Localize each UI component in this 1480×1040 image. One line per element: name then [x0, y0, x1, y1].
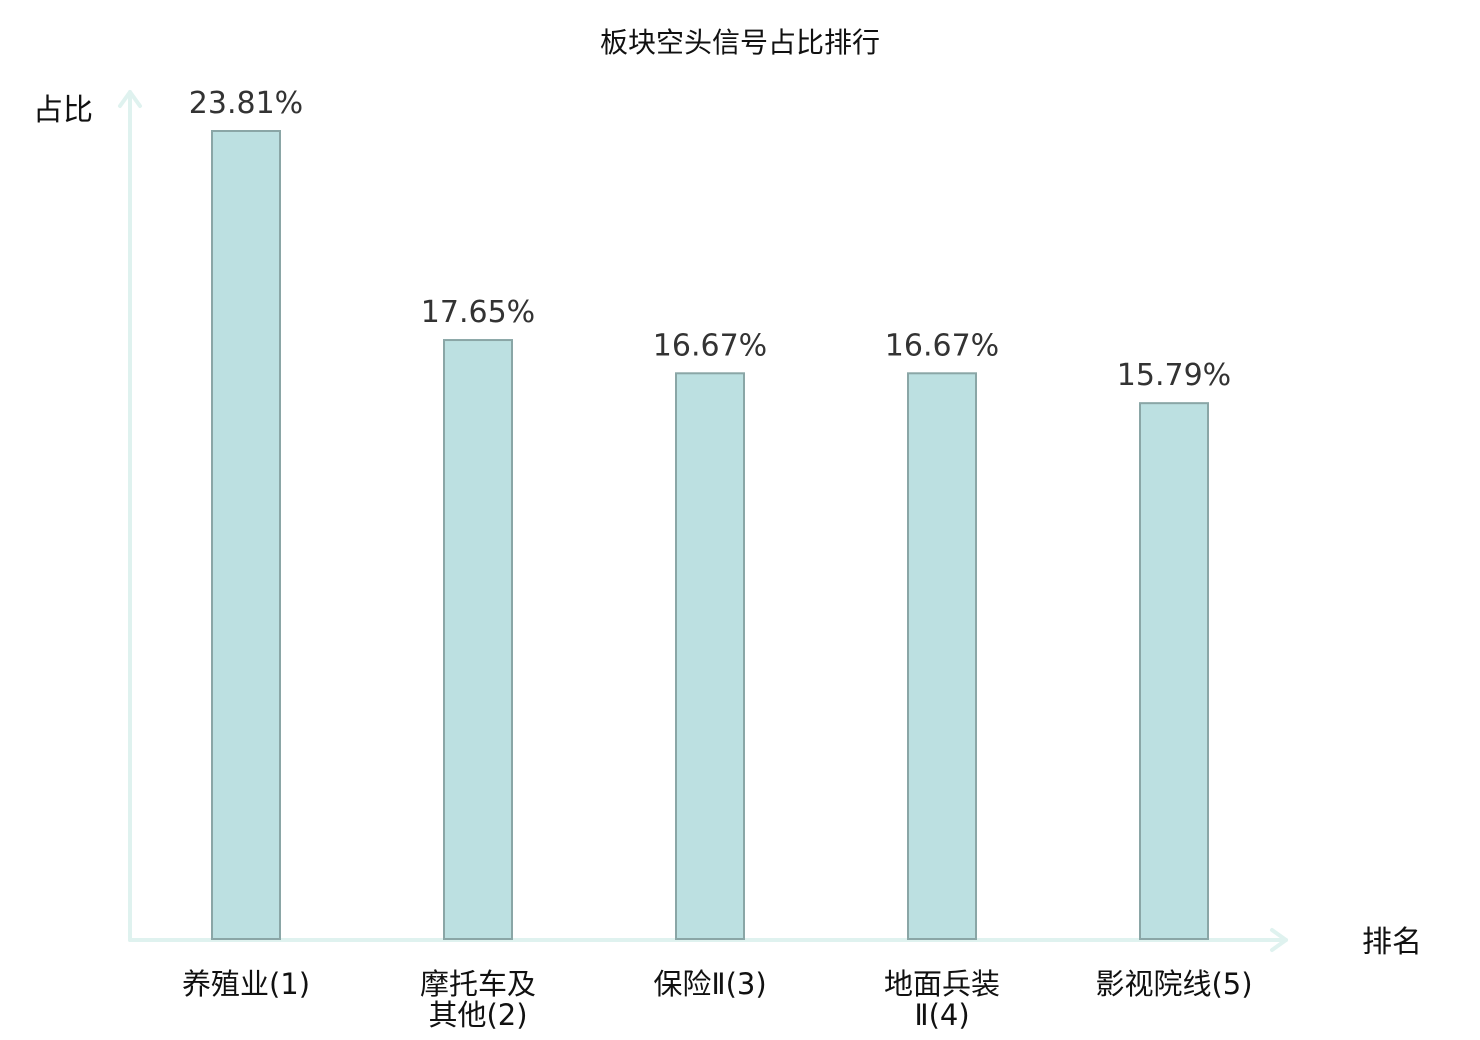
- category-label-4-line-2: Ⅱ(4): [914, 998, 969, 1032]
- y-axis: [118, 90, 142, 942]
- bar-1: [211, 130, 281, 940]
- category-label-4-line-1: 地面兵装: [884, 967, 1000, 1001]
- x-axis-label: 排名: [1362, 925, 1422, 960]
- category-label-2-line-2: 其他(2): [428, 998, 527, 1032]
- category-label-1: 养殖业(1): [182, 967, 310, 1001]
- bar-2: [443, 339, 513, 940]
- value-label-4: 16.67%: [885, 328, 999, 363]
- category-label-5: 影视院线(5): [1095, 967, 1252, 1001]
- bars-group: [211, 130, 1209, 941]
- x-axis: [128, 928, 1288, 952]
- chart-title: 板块空头信号占比排行: [600, 26, 880, 59]
- bar-4: [907, 372, 977, 940]
- value-labels-group: 23.81% 17.65% 16.67% 16.67% 15.79%: [189, 86, 1231, 393]
- category-label-3: 保险Ⅱ(3): [653, 967, 766, 1001]
- category-label-2-line-1: 摩托车及: [420, 967, 536, 1001]
- bar-5: [1139, 402, 1209, 941]
- value-label-5: 15.79%: [1117, 358, 1231, 393]
- value-label-1: 23.81%: [189, 86, 303, 121]
- value-label-3: 16.67%: [653, 328, 767, 363]
- y-axis-label: 占比: [33, 93, 93, 128]
- bar-3: [675, 372, 745, 940]
- value-label-2: 17.65%: [421, 295, 535, 330]
